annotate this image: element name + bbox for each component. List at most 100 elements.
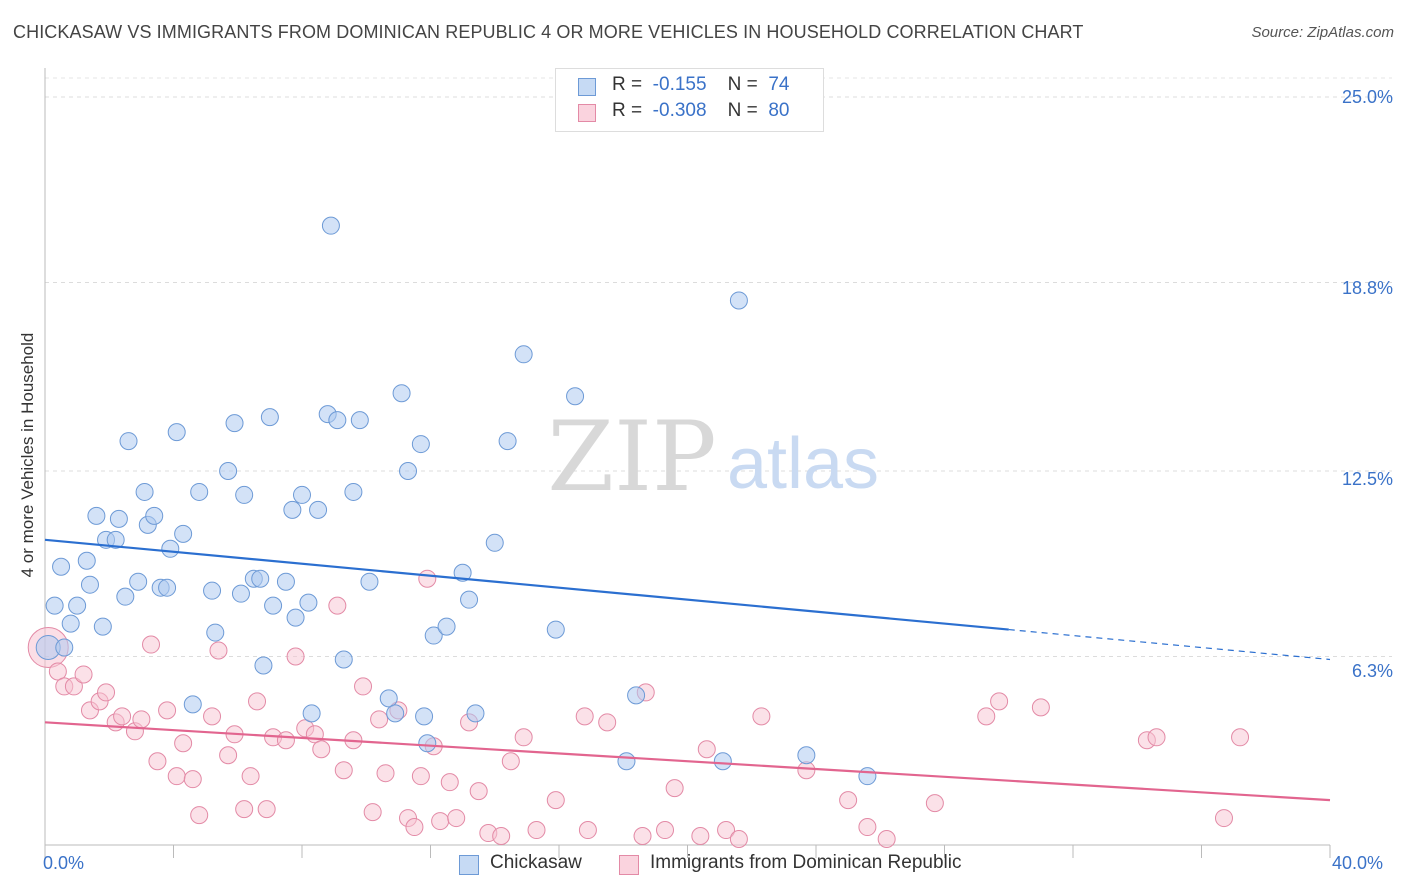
dominican-point bbox=[656, 821, 675, 840]
legend-r-value: -0.155 bbox=[652, 74, 707, 95]
chart-source: Source: ZipAtlas.com bbox=[1251, 24, 1394, 41]
watermark-atlas: atlas bbox=[727, 424, 879, 504]
dominican-point bbox=[113, 707, 132, 726]
watermark: ZIP atlas bbox=[547, 401, 879, 513]
dominican-point bbox=[203, 707, 222, 726]
dominican-point bbox=[1214, 809, 1233, 828]
chickasaw-trend-extension bbox=[1008, 628, 1331, 661]
dominican-point bbox=[440, 773, 459, 792]
y-tick-label: 25.0% bbox=[1341, 87, 1393, 107]
chickasaw-point bbox=[61, 614, 80, 633]
bottom-legend-label: Chickasaw bbox=[490, 852, 582, 873]
chickasaw-point bbox=[299, 593, 318, 612]
legend-swatch-pink bbox=[578, 104, 596, 122]
chickasaw-point bbox=[183, 695, 202, 714]
chickasaw-point bbox=[119, 432, 138, 451]
chickasaw-trend-line bbox=[44, 538, 1009, 631]
chickasaw-point bbox=[219, 462, 238, 480]
dominican-point bbox=[257, 800, 276, 819]
chickasaw-point bbox=[729, 291, 748, 310]
legend-n-label: N = bbox=[727, 74, 758, 95]
chickasaw-point bbox=[260, 408, 279, 427]
dominican-point bbox=[286, 647, 305, 666]
dominican-point bbox=[363, 803, 382, 822]
chickasaw-point bbox=[415, 707, 434, 726]
chickasaw-point bbox=[45, 596, 64, 615]
y-tick-label: 12.5% bbox=[1341, 469, 1393, 489]
dominican-point bbox=[691, 827, 710, 846]
chickasaw-point bbox=[116, 587, 135, 606]
dominican-point bbox=[248, 692, 267, 711]
dominican-point bbox=[697, 740, 716, 759]
dominican-point bbox=[370, 710, 389, 729]
chickasaw-point bbox=[713, 752, 732, 771]
chickasaw-point bbox=[52, 557, 71, 576]
dominican-points bbox=[27, 569, 1250, 849]
chickasaw-point bbox=[418, 734, 437, 753]
bottom-legend-swatch-pink bbox=[619, 855, 639, 875]
dominican-point bbox=[527, 821, 546, 840]
chickasaw-point bbox=[190, 482, 209, 501]
chickasaw-point bbox=[158, 578, 177, 597]
dominican-point bbox=[431, 812, 450, 831]
dominican-point bbox=[405, 818, 424, 837]
legend-n-label: N = bbox=[727, 100, 758, 121]
chickasaw-point bbox=[498, 432, 517, 451]
chickasaw-point bbox=[93, 617, 112, 636]
dominican-trend-line bbox=[44, 721, 1331, 802]
dominican-point bbox=[1147, 728, 1166, 747]
chickasaw-point bbox=[379, 689, 398, 708]
chickasaw-point bbox=[466, 704, 485, 723]
dominican-point bbox=[990, 692, 1009, 711]
chickasaw-point bbox=[460, 590, 479, 609]
y-axis-label: 4 or more Vehicles in Household bbox=[18, 332, 37, 578]
axes bbox=[44, 68, 1331, 858]
dominican-point bbox=[447, 809, 466, 828]
dominican-point bbox=[797, 761, 816, 780]
dominican-point bbox=[752, 707, 771, 726]
dominican-point bbox=[48, 662, 67, 681]
dominican-point bbox=[729, 830, 748, 849]
chickasaw-points bbox=[35, 216, 877, 786]
legend-n-value: 74 bbox=[768, 74, 790, 95]
chickasaw-point bbox=[87, 506, 106, 525]
chickasaw-point bbox=[627, 686, 646, 705]
legend-r-label: R = bbox=[612, 74, 643, 95]
chickasaw-point bbox=[437, 617, 456, 636]
dominican-point bbox=[469, 782, 488, 801]
chickasaw-point bbox=[453, 563, 472, 582]
chickasaw-point bbox=[309, 500, 328, 519]
chickasaw-point bbox=[106, 530, 125, 549]
grid-lines bbox=[45, 77, 1392, 658]
dominican-point bbox=[64, 677, 83, 696]
chickasaw-point bbox=[77, 551, 96, 570]
dominican-point bbox=[312, 740, 331, 759]
chickasaw-point bbox=[797, 746, 816, 765]
chickasaw-point bbox=[566, 387, 585, 406]
chickasaw-point bbox=[344, 482, 363, 501]
chickasaw-point bbox=[276, 572, 295, 591]
watermark-zip: ZIP bbox=[547, 401, 716, 513]
legend-r-value: -0.308 bbox=[652, 100, 707, 121]
dominican-point bbox=[514, 728, 533, 747]
chickasaw-point bbox=[321, 216, 340, 235]
dominican-point bbox=[183, 770, 202, 789]
dominican-point bbox=[305, 725, 324, 744]
dominican-point bbox=[219, 746, 238, 765]
dominican-point bbox=[1231, 728, 1250, 747]
dominican-point bbox=[132, 710, 151, 729]
x-tick-label-min: 0.0% bbox=[43, 853, 85, 873]
bottom-legend-swatch-blue bbox=[459, 855, 479, 875]
dominican-point bbox=[501, 752, 520, 771]
dominican-point bbox=[354, 677, 373, 696]
chickasaw-point bbox=[293, 485, 311, 504]
chickasaw-point bbox=[167, 423, 186, 442]
dominican-point bbox=[492, 827, 511, 846]
chickasaw-point bbox=[174, 524, 193, 543]
dominican-point bbox=[148, 752, 167, 771]
correlation-legend: R = -0.155 N = 74 R = -0.308 N = 80 bbox=[555, 68, 824, 132]
chickasaw-point bbox=[424, 626, 443, 645]
dominican-point bbox=[158, 701, 177, 720]
chickasaw-point bbox=[546, 620, 565, 639]
